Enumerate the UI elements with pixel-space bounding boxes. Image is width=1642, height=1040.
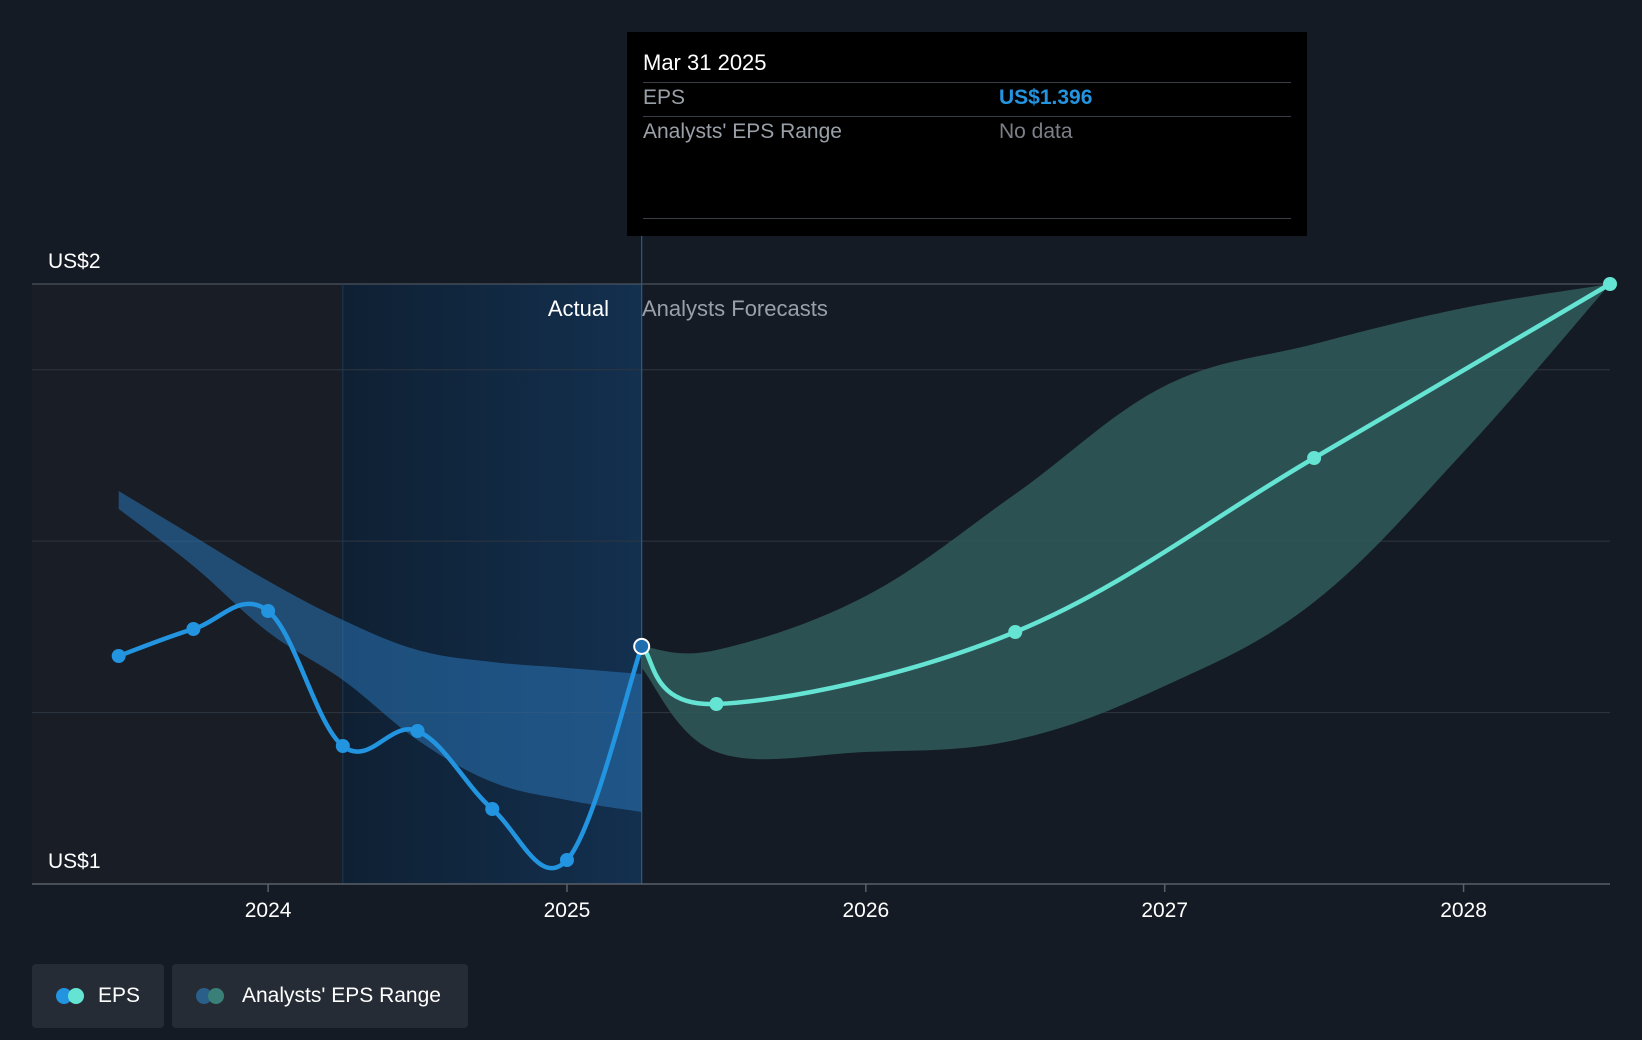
forecasts-label: Analysts Forecasts xyxy=(642,296,828,321)
actual-eps-point xyxy=(485,802,500,816)
current-eps-point xyxy=(633,637,651,655)
forecast-eps-point xyxy=(709,697,724,711)
tooltip-divider xyxy=(643,116,1291,117)
actual-eps-point xyxy=(261,604,276,618)
legend-eps-label: EPS xyxy=(97,984,140,1007)
tooltip-range-label: Analysts' EPS Range xyxy=(643,120,842,143)
tooltip-range-value: No data xyxy=(999,120,1073,143)
legend-eps-range[interactable]: Analysts' EPS Range xyxy=(172,964,468,1028)
actual-eps-line xyxy=(116,601,644,871)
tooltip-eps-label: EPS xyxy=(643,86,686,109)
y-tick-label: US$1 xyxy=(48,850,101,873)
x-tick-label: 2027 xyxy=(1141,899,1188,922)
actual-eps-range-band xyxy=(118,491,642,812)
legend-eps[interactable]: EPS xyxy=(32,964,164,1028)
x-tick-label: 2028 xyxy=(1440,899,1487,922)
actual-eps-point xyxy=(335,739,350,753)
x-tick-label: 2025 xyxy=(544,899,591,922)
forecast-eps-point xyxy=(1008,625,1023,639)
y-tick-label: US$2 xyxy=(48,250,101,273)
actual-eps-point xyxy=(410,724,425,738)
tooltip-eps-value: US$1.396 xyxy=(999,86,1093,109)
x-tick-label: 2024 xyxy=(245,899,292,922)
tooltip-divider xyxy=(643,82,1291,83)
actual-label: Actual xyxy=(548,296,609,321)
tooltip: Mar 31 2025 EPS US$1.396 Analysts' EPS R… xyxy=(627,32,1307,236)
eps-range-bands xyxy=(118,284,1610,812)
axes: US$2 US$1 2024 2025 2026 2027 2028 xyxy=(32,250,1610,922)
forecast-eps-point xyxy=(1307,451,1322,465)
actual-eps-point xyxy=(186,622,201,636)
actual-eps-point xyxy=(559,853,574,867)
forecast-eps-point xyxy=(1603,277,1617,291)
actual-eps-point xyxy=(111,649,126,663)
eps-points xyxy=(111,277,1617,867)
x-tick-label: 2026 xyxy=(842,899,889,922)
eps-range-legend-icon xyxy=(196,988,226,1004)
legend-range-label: Analysts' EPS Range xyxy=(242,984,441,1007)
eps-legend-icon xyxy=(56,988,84,1004)
forecast-eps-range-band xyxy=(641,284,1610,760)
tooltip-date: Mar 31 2025 xyxy=(643,50,767,75)
tooltip-divider xyxy=(643,218,1291,219)
